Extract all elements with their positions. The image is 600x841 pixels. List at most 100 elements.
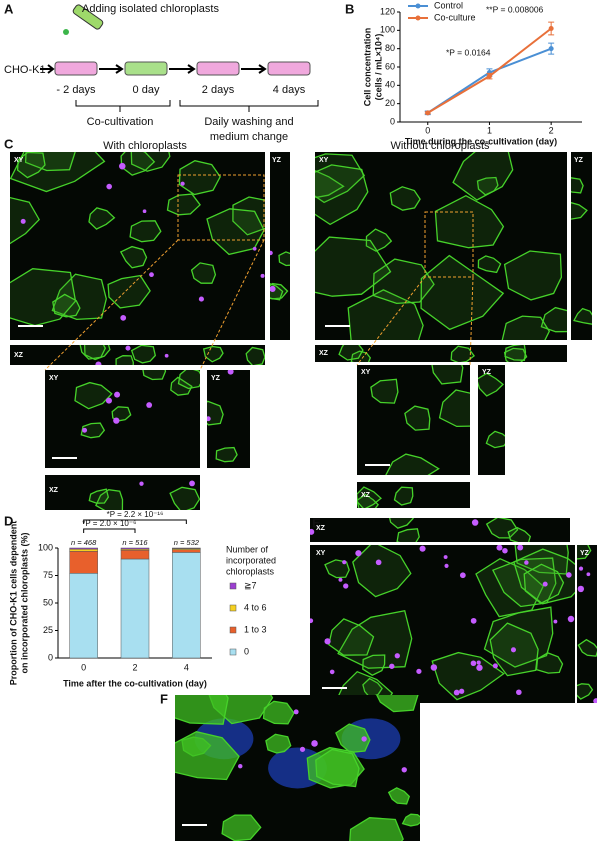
cell-outline: [245, 346, 265, 365]
y-tick-label: 75: [43, 570, 53, 580]
y-axis-label: (cells / mL×10⁴): [373, 34, 383, 101]
view-label: XZ: [316, 525, 326, 532]
chloroplast: [443, 555, 448, 560]
micrograph: [577, 545, 597, 703]
cell-layer: [10, 152, 265, 327]
chloroplast: [542, 581, 548, 587]
micrograph: [310, 545, 575, 703]
x-tick-label: 2: [549, 125, 554, 135]
cell-outline: [478, 372, 504, 397]
bar-segment: [69, 548, 98, 552]
cell-outline: [119, 245, 148, 269]
cell-outline: [142, 370, 167, 381]
cell-outline: [88, 488, 110, 504]
bar-label: n = 532: [174, 538, 200, 547]
chloroplast: [375, 559, 382, 566]
chloroplast: [476, 664, 483, 671]
legend-label: Control: [434, 0, 463, 10]
chloroplast: [416, 668, 422, 674]
zoom-line: [199, 239, 265, 371]
cell-outline: [129, 220, 162, 243]
day-label: - 2 days: [56, 84, 96, 96]
chloroplast: [394, 653, 400, 659]
panel-label: F: [160, 691, 168, 706]
phase-label: medium change: [210, 131, 288, 143]
annotation: *P = 2.2 × 10⁻¹⁶: [107, 510, 164, 519]
cell-outline: [315, 169, 345, 199]
cell-outline: [514, 545, 569, 575]
cell-outline: [130, 152, 171, 172]
y-axis-label: Proportion of CHO-K1 cells dependent: [8, 521, 18, 686]
bar-segment: [69, 547, 98, 550]
bar-segment: [120, 547, 150, 550]
x-tick-label: 1: [487, 125, 492, 135]
annotation: **P = 0.008006: [486, 4, 544, 14]
cell-layer: [310, 518, 532, 542]
x-axis-label: Time during the co-cultivation (day): [405, 136, 557, 146]
cell-outline: [315, 236, 392, 297]
chloroplast: [444, 563, 449, 568]
chloroplast: [355, 550, 362, 557]
cell-outline: [221, 814, 262, 841]
chloroplast: [496, 545, 503, 551]
chloroplast: [293, 709, 299, 715]
cell-outline: [434, 194, 505, 249]
cell-outline: [24, 152, 76, 172]
panel-label: D: [4, 513, 13, 528]
cell-outline: [365, 228, 393, 252]
cell-outline: [169, 486, 200, 510]
cell-outline: [452, 152, 514, 201]
chloroplast: [120, 315, 127, 321]
step-label: Adding isolated chloroplasts: [82, 3, 219, 15]
chloroplast: [459, 688, 465, 694]
cell-outline: [83, 345, 111, 361]
chloroplast: [270, 285, 276, 293]
cell-outline: [170, 376, 193, 396]
cell-outline: [337, 609, 413, 669]
panel-label: A: [4, 1, 14, 16]
cell-outline: [74, 381, 113, 410]
cell-outline: [79, 345, 107, 360]
cell-outline: [80, 422, 106, 439]
micrograph: [270, 152, 290, 340]
cell-outline: [503, 250, 563, 301]
cell-outline: [111, 406, 132, 422]
cell-outline: [215, 446, 238, 463]
cell-outline: [577, 683, 594, 700]
cell-outline: [401, 813, 420, 827]
cell-outline: [16, 152, 46, 179]
annotation: *P = 0.0164: [446, 47, 491, 57]
view-label: YZ: [482, 369, 492, 376]
phase-label: Daily washing and: [204, 116, 293, 128]
chloroplast: [553, 619, 558, 624]
chloroplast: [401, 767, 407, 773]
chloroplast: [324, 638, 331, 645]
micrograph: [478, 365, 505, 475]
chloroplast: [207, 416, 211, 422]
legend-swatch: [229, 626, 237, 634]
chloroplast: [142, 209, 147, 214]
cell-layer: [74, 370, 200, 439]
chloroplast: [180, 181, 185, 186]
chloroplast: [238, 763, 243, 769]
cell-outline: [315, 164, 369, 226]
y-tick-label: 0: [48, 652, 53, 662]
image-title: Without chloroplasts: [390, 140, 490, 152]
point: [425, 110, 431, 116]
view-label: YZ: [574, 157, 584, 164]
cell-outline: [88, 207, 116, 230]
chloroplast: [82, 427, 88, 433]
view-label: XY: [14, 157, 24, 164]
y-axis-label: on incorporated chloroplasts (%): [19, 532, 29, 673]
cell-outline: [477, 255, 502, 274]
bar-segment: [69, 573, 98, 659]
cell-outline: [507, 526, 532, 542]
chloroplast: [260, 273, 265, 278]
view-label: XZ: [319, 350, 329, 357]
micrograph: [315, 345, 567, 362]
chloroplast: [113, 417, 120, 424]
chloroplast: [227, 370, 234, 375]
view-label: XY: [361, 369, 371, 376]
chloroplast: [310, 618, 314, 624]
